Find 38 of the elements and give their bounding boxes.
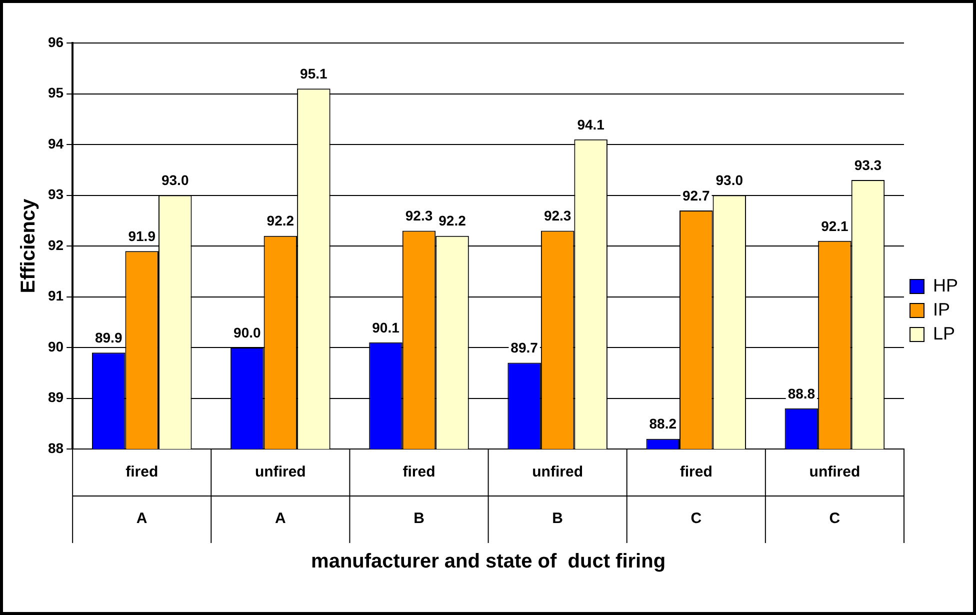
data-label: 90.1 <box>372 319 400 336</box>
y-tick-label: 92 <box>48 236 64 253</box>
data-label: 93.0 <box>161 172 189 188</box>
category-label: unfired A <box>255 463 306 527</box>
y-tick-label: 95 <box>48 84 64 101</box>
y-tick-label: 94 <box>48 135 64 152</box>
data-label: 93.0 <box>716 172 744 188</box>
y-tick-label: 91 <box>48 288 64 304</box>
legend-label: HP <box>932 275 958 296</box>
y-tick-label: 93 <box>48 186 64 202</box>
category-label: fired C <box>680 463 712 527</box>
data-label: 93.3 <box>854 156 882 173</box>
y-tick-label: 88 <box>48 440 64 456</box>
y-tick-label: 89 <box>48 389 64 406</box>
data-label: 92.2 <box>438 212 466 229</box>
category-label: fired B <box>402 463 436 527</box>
data-label: 88.8 <box>788 385 816 402</box>
data-label: 92.3 <box>405 208 433 224</box>
y-tick-label: 96 <box>48 34 64 50</box>
data-label: 92.2 <box>266 212 294 229</box>
data-label: 92.3 <box>544 208 572 224</box>
data-label: 95.1 <box>300 66 328 82</box>
category-label: fired A <box>126 463 158 527</box>
x-axis-title: manufacturer and state of duct firing <box>311 550 666 573</box>
data-label: 92.7 <box>682 187 710 204</box>
category-label: unfired B <box>532 463 583 527</box>
data-label: 94.1 <box>577 116 605 132</box>
data-label: 89.9 <box>94 329 122 346</box>
data-label: 92.1 <box>821 218 849 234</box>
data-label: 89.7 <box>510 340 538 356</box>
data-label: 88.2 <box>649 416 677 432</box>
data-label: 91.9 <box>128 228 156 244</box>
y-tick-label: 90 <box>48 338 64 354</box>
y-axis-title: Efficiency <box>18 198 40 294</box>
legend-label: LP <box>932 323 956 344</box>
category-label: unfired C <box>809 463 860 527</box>
data-label: 90.0 <box>234 324 262 340</box>
legend-label: IP <box>932 299 950 320</box>
